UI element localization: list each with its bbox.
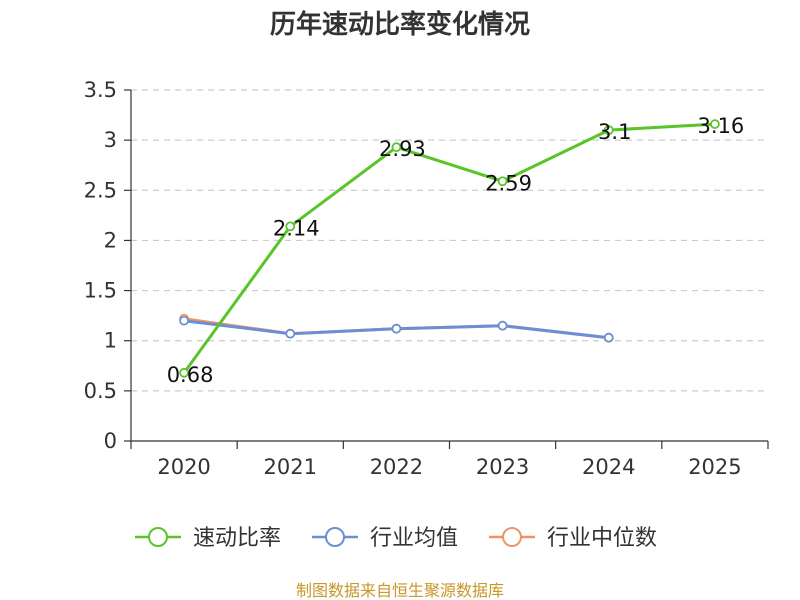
legend[interactable]: 速动比率 行业均值 行业中位数 — [135, 526, 657, 551]
point-s0-2020 — [179, 367, 189, 378]
grid-lines — [131, 89, 768, 392]
y-tick-label-2: 1 — [104, 329, 117, 353]
y-tick-label-7: 3.5 — [84, 78, 117, 102]
point-s0-2025 — [710, 119, 720, 129]
data-labels: 0.68 2.14 2.93 2.59 3.1 3.16 — [167, 114, 745, 387]
point-s1-2022 — [391, 323, 402, 334]
point-s0-2021 — [285, 221, 296, 232]
point-s0-2024 — [603, 125, 614, 136]
legend-item-1[interactable]: 行业均值 — [312, 526, 458, 551]
y-tick-label-6: 3 — [104, 128, 117, 152]
legend-marker-0 — [148, 527, 168, 547]
source-note: 制图数据来自恒生聚源数据库 — [296, 581, 504, 600]
point-s1-2021 — [285, 328, 296, 339]
legend-label-2: 行业中位数 — [547, 526, 657, 551]
y-tick-label-5: 2.5 — [84, 178, 117, 202]
point-s1-2024 — [603, 332, 614, 343]
x-tick-label-2020: 2020 — [157, 455, 210, 479]
chart-title: 历年速动比率变化情况 — [270, 9, 530, 40]
x-tick-label-2025: 2025 — [688, 455, 741, 479]
point-s1-2020 — [179, 315, 189, 326]
data-label-2025: 3.16 — [698, 114, 745, 138]
legend-marker-1 — [325, 527, 345, 547]
data-label-2024: 3.1 — [598, 120, 631, 144]
series-line-0 — [182, 122, 715, 374]
data-label-2023: 2.59 — [485, 171, 532, 195]
legend-item-2[interactable]: 行业中位数 — [489, 526, 657, 551]
x-tick-label-2024: 2024 — [582, 455, 635, 479]
point-s1-2023 — [497, 320, 508, 331]
point-s0-2022 — [391, 142, 402, 153]
point-s0-2023 — [497, 176, 508, 187]
y-tick-label-0: 0 — [104, 429, 117, 453]
x-tick-label-2022: 2022 — [370, 455, 423, 479]
legend-item-0[interactable]: 速动比率 — [135, 526, 281, 551]
data-label-2020: 0.68 — [167, 363, 214, 387]
legend-marker-2 — [502, 527, 522, 547]
series — [179, 119, 720, 378]
legend-label-1: 行业均值 — [370, 526, 458, 551]
y-tick-label-1: 0.5 — [84, 379, 117, 403]
x-tick-label-2021: 2021 — [264, 455, 317, 479]
y-tick-label-3: 1.5 — [84, 279, 117, 303]
y-tick-label-4: 2 — [104, 228, 117, 252]
legend-label-0: 速动比率 — [193, 526, 281, 551]
x-tick-label-2023: 2023 — [476, 455, 529, 479]
data-label-2021: 2.14 — [273, 216, 320, 240]
axes: 0 0.5 1 1.5 2 2.5 3 3.5 2020 2021 2022 2023 2024 2025 — [84, 78, 769, 479]
data-label-2022: 2.93 — [379, 137, 426, 161]
